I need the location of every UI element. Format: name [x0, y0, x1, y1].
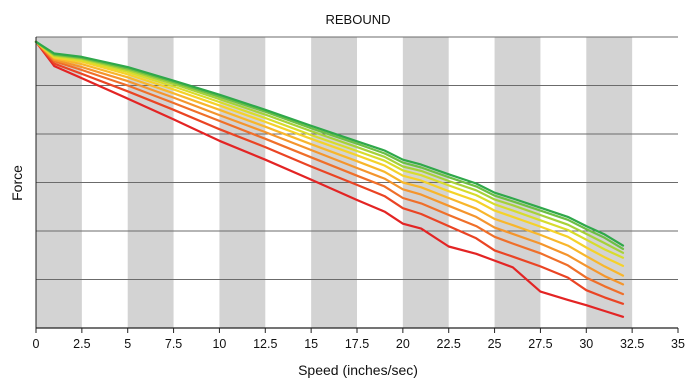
x-tick-label-7: 17.5	[345, 337, 369, 351]
x-tick-label-10: 25	[488, 337, 502, 351]
series-line-1	[34, 40, 625, 305]
x-tick-label-14: 35	[671, 337, 685, 351]
series-line-6	[34, 40, 625, 259]
series-lines	[34, 40, 625, 318]
x-tick-labels: 0 2.5 5 7.5 10 12.5 15 17.5 20 22.5 25 27.5 30 32.5 35	[33, 328, 685, 351]
y-axis-label: Force	[9, 165, 25, 201]
x-tick-label-13: 32.5	[620, 337, 644, 351]
series-line-7	[34, 40, 625, 254]
x-tick-label-8: 20	[396, 337, 410, 351]
x-tick-label-9: 22.5	[437, 337, 461, 351]
series-line-3	[34, 40, 625, 286]
series-line-8	[34, 40, 625, 250]
x-tick-label-4: 10	[212, 337, 226, 351]
series-line-9	[34, 40, 625, 247]
series-line-5	[34, 40, 625, 267]
x-tick-label-12: 30	[579, 337, 593, 351]
x-tick-label-2: 5	[124, 337, 131, 351]
series-line-4	[34, 40, 625, 277]
x-tick-label-3: 7.5	[165, 337, 182, 351]
chart-title: REBOUND	[325, 12, 390, 27]
x-tick-label-5: 12.5	[253, 337, 277, 351]
series-line-2	[34, 40, 625, 296]
x-tick-label-6: 15	[304, 337, 318, 351]
x-tick-label-11: 27.5	[528, 337, 552, 351]
x-tick-label-0: 0	[33, 337, 40, 351]
x-axis-label: Speed (inches/sec)	[298, 362, 418, 378]
x-tick-label-1: 2.5	[73, 337, 90, 351]
series-line-0	[34, 40, 625, 318]
